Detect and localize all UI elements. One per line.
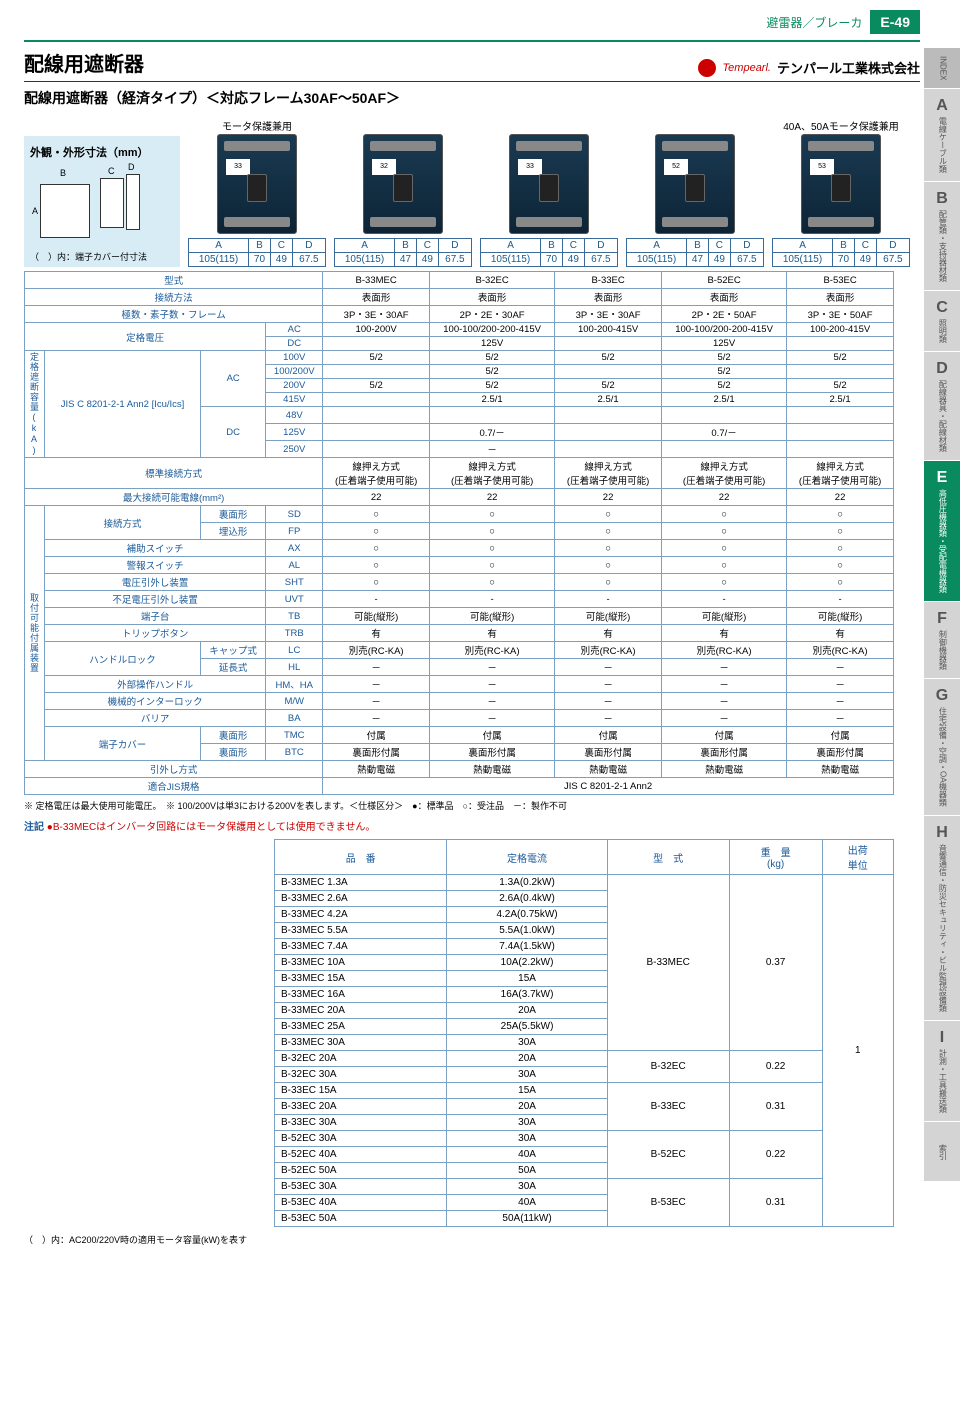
- product-column: 32 ABCD 105(115)474967.5: [332, 118, 474, 267]
- top-bar: 避雷器／ブレーカ E-49: [24, 10, 920, 34]
- index-tab[interactable]: E高低圧機器類・受配電機器類: [924, 461, 960, 602]
- subtitle: 配線用遮断器（経済タイプ）＜対応フレーム30AF～50AF＞: [24, 88, 920, 108]
- index-tab[interactable]: I計測・工具搬送類: [924, 1021, 960, 1122]
- brand-jp: テンパール工業株式会社: [777, 58, 920, 77]
- index-tab[interactable]: 索引: [924, 1122, 960, 1182]
- breaker-image-icon: 52: [655, 134, 735, 234]
- breaker-image-icon: 33: [217, 134, 297, 234]
- index-tab[interactable]: B配管類・支持器材類: [924, 182, 960, 291]
- index-tab[interactable]: A電線ケーブル類: [924, 89, 960, 182]
- product-tag: モータ保護兼用: [222, 118, 292, 132]
- page-number: E-49: [870, 10, 920, 34]
- breaker-image-icon: 32: [363, 134, 443, 234]
- spec-table: 型式B-33MECB-32ECB-33ECB-52ECB-53EC接続方法表面形…: [24, 271, 894, 795]
- spec-footnotes: ※ 定格電圧は最大使用可能電圧。 ※ 100/200Vは単3における200Vを表…: [24, 799, 920, 812]
- index-tab[interactable]: H音響通信・防災セキュリティ・ビル監視設備類: [924, 816, 960, 1021]
- dimension-table: ABCD 105(115)704967.5: [772, 238, 910, 267]
- dimension-table: ABCD 105(115)704967.5: [188, 238, 326, 267]
- products-row: 外観・外形寸法（mm） B A D C （ ）内：端子カバー付寸法 モータ保護兼…: [24, 118, 920, 267]
- brand-en: Tempearl.: [722, 62, 771, 74]
- breaker-image-icon: 53: [801, 134, 881, 234]
- outline-title: 外観・外形寸法（mm）: [30, 144, 174, 160]
- product-tag: 40A、50Aモータ保護兼用: [783, 118, 899, 132]
- dimension-table: ABCD 105(115)704967.5: [480, 238, 618, 267]
- product-column: 52 ABCD 105(115)474967.5: [624, 118, 766, 267]
- product-column: モータ保護兼用 33 ABCD 105(115)704967.5: [186, 118, 328, 267]
- dimension-table: ABCD 105(115)474967.5: [334, 238, 472, 267]
- brand-logo-icon: [698, 59, 716, 77]
- index-tab[interactable]: C照明類: [924, 291, 960, 352]
- outline-diagram-box: 外観・外形寸法（mm） B A D C （ ）内：端子カバー付寸法: [24, 136, 180, 267]
- product-column: 33 ABCD 105(115)704967.5: [478, 118, 620, 267]
- dimension-table: ABCD 105(115)474967.5: [626, 238, 764, 267]
- index-tab[interactable]: INDEX: [924, 48, 960, 89]
- category-label: 避雷器／ブレーカ: [766, 14, 862, 31]
- product-column: 40A、50Aモータ保護兼用 53 ABCD 105(115)704967.5: [770, 118, 912, 267]
- index-tab[interactable]: D配線器具・配線材類: [924, 352, 960, 461]
- order-footnote: （ ）内：AC200/220V時の適用モータ容量(kW)を表す: [24, 1233, 920, 1246]
- caution-note: 注記 ●B-33MECはインバータ回路にはモータ保護用としては使用できません。: [24, 818, 920, 833]
- index-tab[interactable]: G住宅設備・空調・OA機器類: [924, 679, 960, 816]
- dimension-schematic-icon: B A D C: [30, 166, 160, 246]
- outline-note: （ ）内：端子カバー付寸法: [30, 250, 174, 263]
- index-tab[interactable]: F制御機器類: [924, 602, 960, 679]
- brand-block: Tempearl. テンパール工業株式会社: [698, 58, 920, 77]
- breaker-image-icon: 33: [509, 134, 589, 234]
- order-table: 品 番定格電流型 式重 量 (kg)出荷 単位B-33MEC 1.3A1.3A(…: [274, 839, 894, 1227]
- side-index: INDEXA電線ケーブル類B配管類・支持器材類C照明類D配線器具・配線材類E高低…: [924, 48, 960, 1182]
- page-title: 配線用遮断器: [24, 48, 144, 77]
